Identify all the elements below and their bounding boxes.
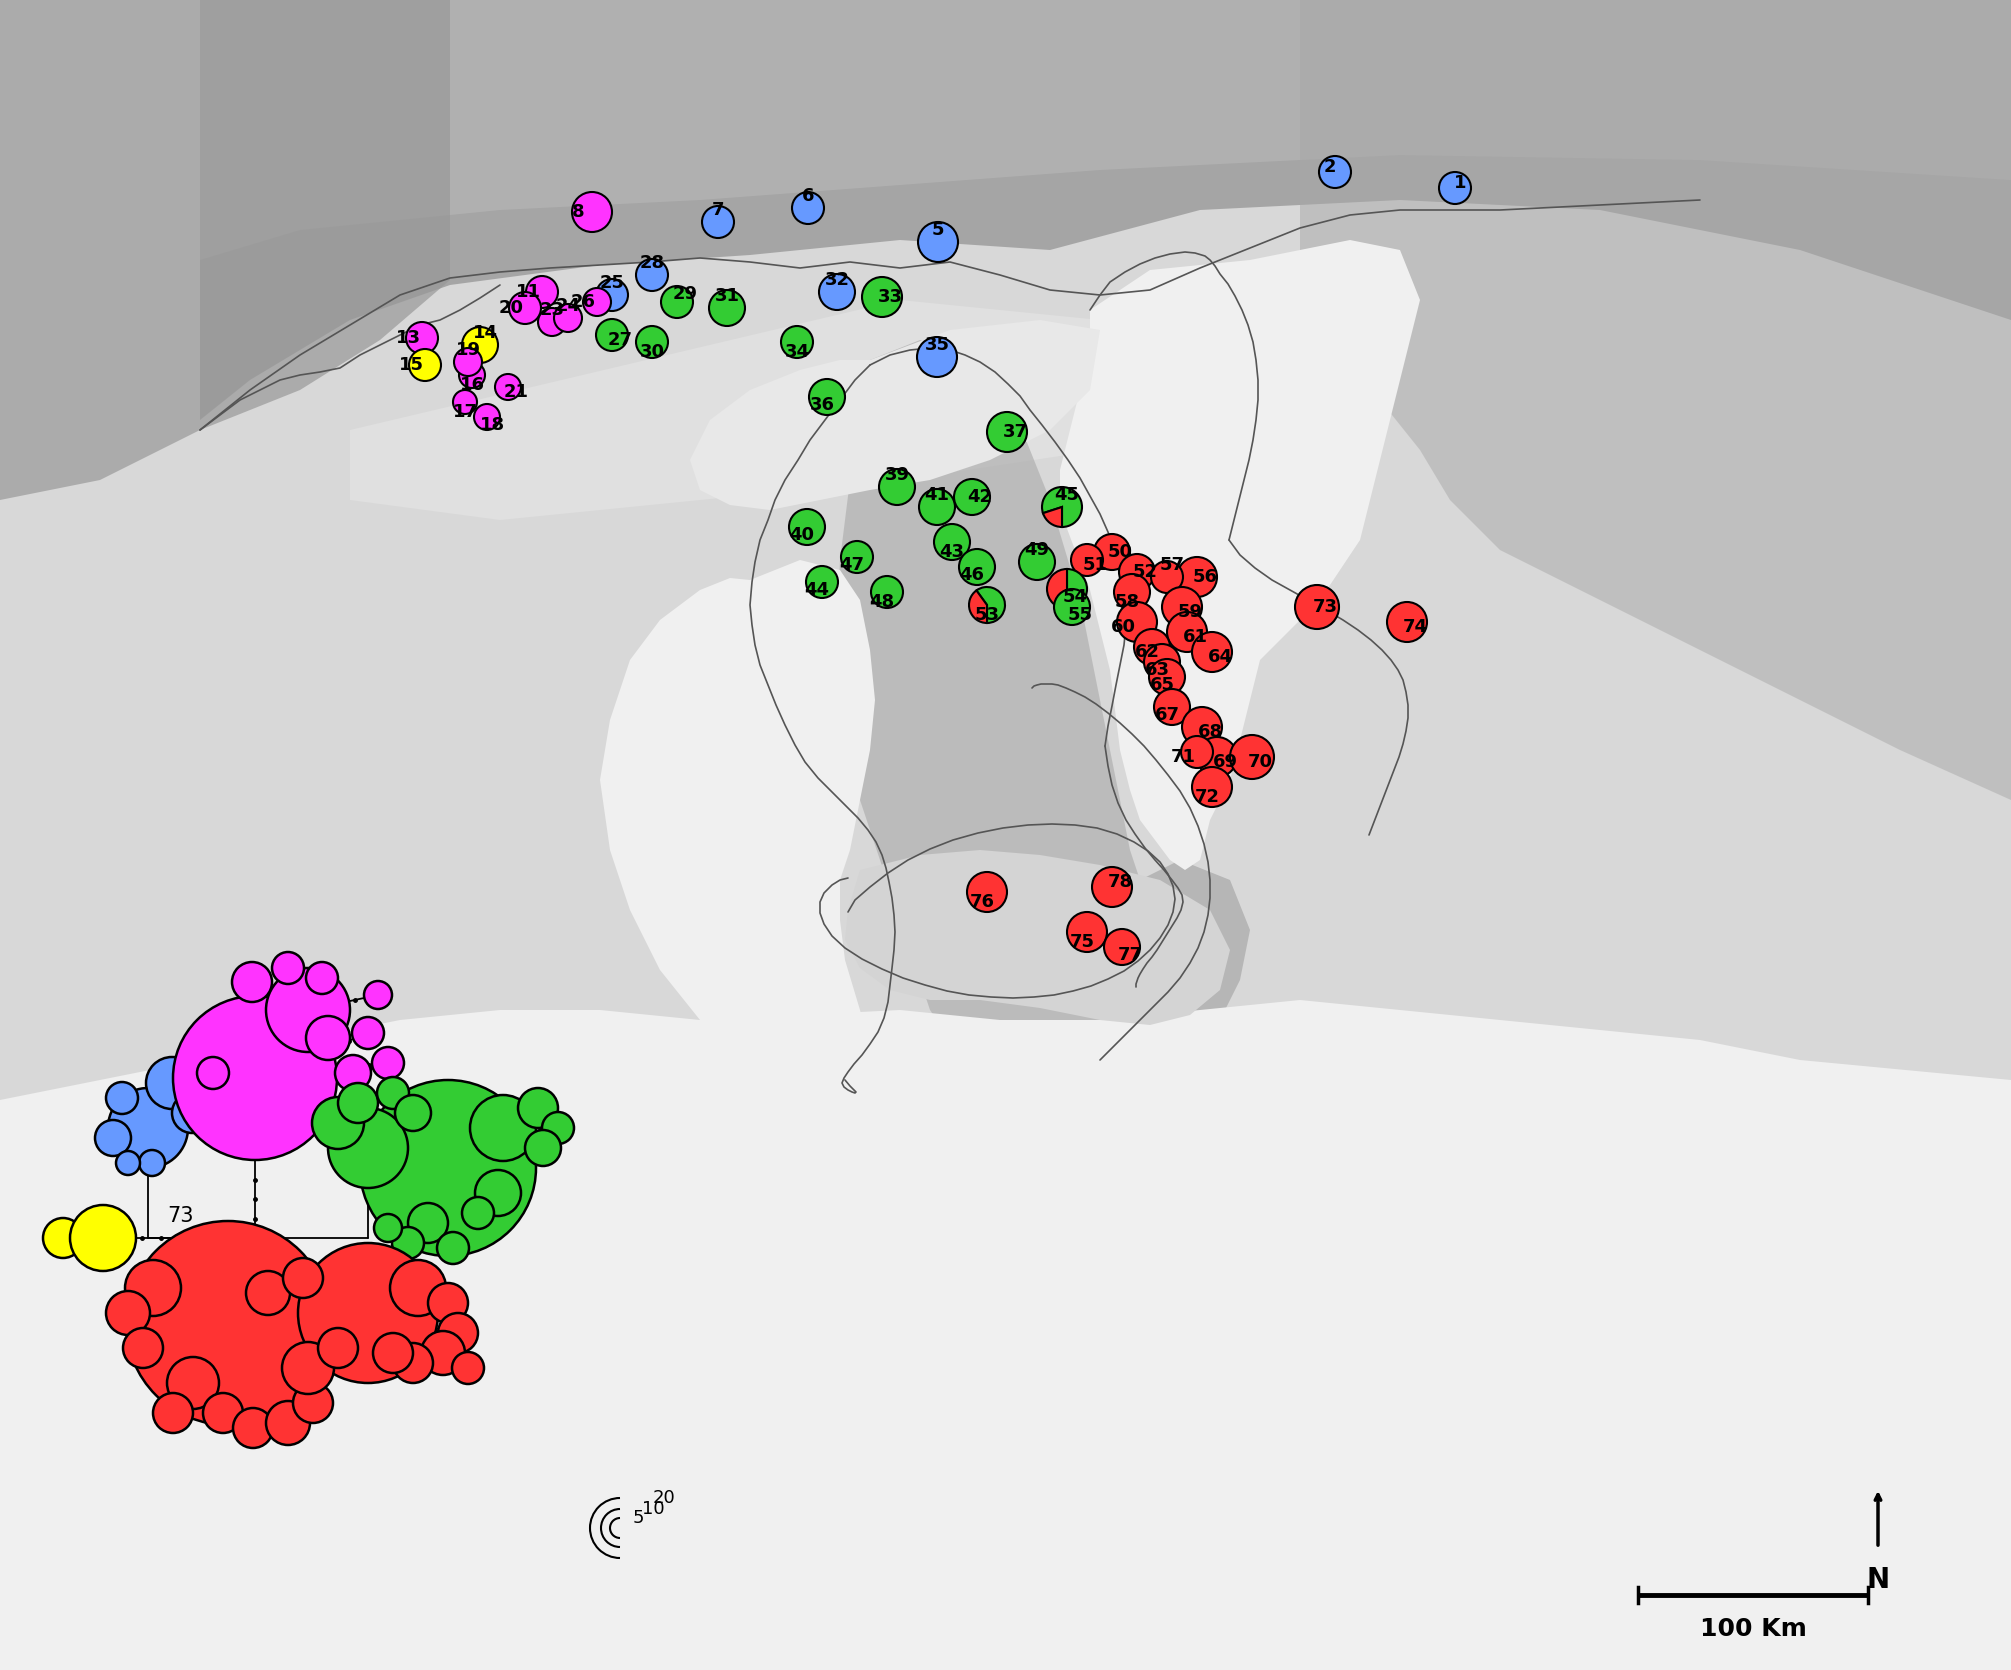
Text: 62: 62 — [1134, 643, 1160, 661]
Wedge shape — [969, 591, 987, 623]
Circle shape — [702, 205, 734, 239]
Text: 21: 21 — [503, 382, 529, 401]
Circle shape — [583, 287, 611, 316]
Circle shape — [662, 286, 694, 317]
Circle shape — [173, 995, 338, 1161]
Text: 23: 23 — [539, 301, 565, 319]
Text: 30: 30 — [639, 342, 664, 361]
Text: 28: 28 — [639, 254, 664, 272]
Text: 33: 33 — [877, 287, 903, 306]
Text: 72: 72 — [1195, 788, 1219, 807]
Circle shape — [571, 192, 611, 232]
Circle shape — [265, 1401, 310, 1445]
Polygon shape — [0, 1000, 2011, 1670]
Circle shape — [1020, 544, 1056, 579]
Wedge shape — [977, 586, 1006, 623]
Text: 51: 51 — [1082, 556, 1108, 574]
Wedge shape — [1044, 508, 1062, 528]
Circle shape — [1176, 558, 1217, 596]
Circle shape — [312, 1097, 364, 1149]
Circle shape — [1440, 172, 1470, 204]
Circle shape — [70, 1206, 137, 1271]
Text: 31: 31 — [714, 287, 740, 306]
Circle shape — [495, 374, 521, 401]
Circle shape — [879, 469, 915, 504]
Polygon shape — [1060, 240, 1420, 870]
Circle shape — [125, 1259, 181, 1316]
Circle shape — [806, 566, 839, 598]
Text: 78: 78 — [1108, 873, 1132, 892]
Circle shape — [595, 319, 627, 351]
Circle shape — [42, 1217, 82, 1258]
Circle shape — [1319, 155, 1351, 189]
Circle shape — [917, 337, 957, 377]
Circle shape — [167, 1358, 219, 1409]
Text: 74: 74 — [1402, 618, 1428, 636]
Polygon shape — [350, 301, 1201, 519]
Circle shape — [392, 1227, 424, 1259]
Circle shape — [459, 362, 485, 387]
Circle shape — [117, 1151, 141, 1176]
Text: 71: 71 — [1170, 748, 1195, 767]
Circle shape — [1197, 736, 1237, 777]
Text: 50: 50 — [1108, 543, 1132, 561]
Text: 41: 41 — [925, 486, 949, 504]
Circle shape — [1180, 736, 1213, 768]
Text: 75: 75 — [1070, 934, 1094, 950]
Text: 59: 59 — [1178, 603, 1203, 621]
Circle shape — [372, 1047, 404, 1079]
Circle shape — [372, 1333, 412, 1373]
Circle shape — [471, 1096, 537, 1161]
Text: 14: 14 — [473, 324, 497, 342]
Circle shape — [408, 1202, 448, 1242]
Text: 27: 27 — [607, 331, 633, 349]
Text: 5: 5 — [931, 220, 945, 239]
Text: 26: 26 — [571, 292, 595, 311]
Text: 25: 25 — [599, 274, 625, 292]
Text: 52: 52 — [1132, 563, 1158, 581]
Circle shape — [173, 1092, 211, 1132]
Circle shape — [1144, 645, 1180, 680]
Text: 29: 29 — [672, 286, 698, 302]
Circle shape — [841, 541, 873, 573]
Text: 49: 49 — [1024, 541, 1050, 559]
Circle shape — [306, 962, 338, 994]
Circle shape — [780, 326, 812, 357]
Text: 57: 57 — [1160, 556, 1184, 574]
Circle shape — [95, 1121, 131, 1156]
Wedge shape — [1068, 569, 1088, 610]
Circle shape — [153, 1393, 193, 1433]
Text: 40: 40 — [790, 526, 814, 544]
Circle shape — [1166, 611, 1207, 651]
Text: 46: 46 — [959, 566, 985, 584]
Text: 24: 24 — [555, 297, 581, 316]
Circle shape — [123, 1328, 163, 1368]
Text: 6: 6 — [802, 187, 814, 205]
Text: 70: 70 — [1247, 753, 1273, 772]
Text: 11: 11 — [515, 282, 541, 301]
Text: 16: 16 — [459, 376, 485, 394]
Text: 34: 34 — [784, 342, 810, 361]
Circle shape — [1134, 630, 1170, 665]
Text: 5: 5 — [633, 1510, 644, 1526]
Circle shape — [306, 1015, 350, 1060]
Text: 20: 20 — [499, 299, 523, 317]
Text: 58: 58 — [1114, 593, 1140, 611]
Circle shape — [1388, 601, 1428, 641]
Polygon shape — [690, 321, 1100, 509]
Text: N: N — [1866, 1566, 1890, 1593]
Polygon shape — [1299, 0, 2011, 800]
Text: 17: 17 — [452, 402, 477, 421]
Text: 48: 48 — [869, 593, 895, 611]
Circle shape — [1104, 929, 1140, 965]
Circle shape — [107, 1082, 139, 1114]
Circle shape — [871, 576, 903, 608]
Circle shape — [1092, 867, 1132, 907]
Circle shape — [635, 326, 668, 357]
Circle shape — [1054, 590, 1090, 625]
Text: 60: 60 — [1110, 618, 1136, 636]
Circle shape — [428, 1283, 469, 1323]
Text: 1: 1 — [1454, 174, 1466, 192]
Text: 10: 10 — [642, 1500, 664, 1518]
